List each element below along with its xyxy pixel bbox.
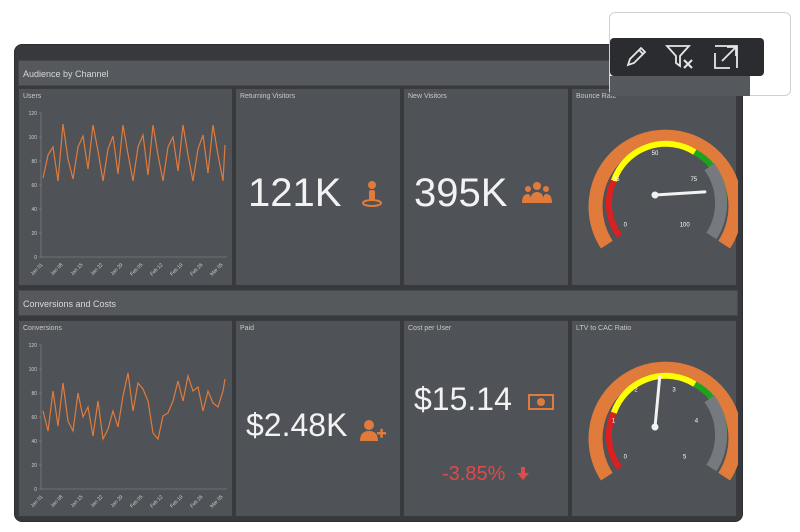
bounce-rate-panel[interactable]: Bounce Rate 0 25 50 75 100 — [571, 88, 738, 286]
conversions-xtick-label: Feb 12 — [149, 494, 164, 509]
ltv-tick-label: 0 — [624, 455, 628, 461]
conversions-panel[interactable]: Conversions 120 100 80 60 40 20 0 Jan 01 Jan 08… — [18, 320, 233, 517]
paid-title: Paid — [240, 325, 255, 332]
add-user-icon — [360, 420, 386, 441]
ltv-tick-label: 1 — [612, 418, 616, 424]
users-ytick-label: 120 — [29, 111, 38, 117]
returning-title: Returning Visitors — [240, 93, 296, 100]
users-xtick-label: Feb 19 — [169, 262, 184, 277]
users-ytick-label: 40 — [31, 207, 37, 213]
pencil-icon — [626, 46, 647, 67]
conversions-xtick-label: Mar 05 — [209, 494, 224, 509]
users-panel[interactable]: Users 120 100 80 60 40 20 0 Jan 01 Jan 08 Jan 15… — [18, 88, 233, 286]
conversions-xtick-label: Jan 15 — [70, 494, 85, 509]
ltv-title: LTV to CAC Ratio — [576, 325, 632, 332]
toolbar-strip — [610, 76, 750, 96]
clear-filter-icon — [665, 45, 693, 69]
users-ytick-label: 100 — [29, 135, 38, 141]
users-ytick-label: 20 — [31, 231, 37, 237]
returning-visitors-panel[interactable]: Returning Visitors 121K — [235, 88, 401, 286]
expand-button[interactable] — [710, 40, 742, 74]
conversions-series-line — [42, 372, 226, 442]
conversions-chart: 120 100 80 60 40 20 0 Jan 01 Jan 08 Jan 15 Jan 22… — [29, 343, 227, 509]
section-header-conversions: Conversions and Costs — [18, 290, 738, 316]
new-visitors-panel[interactable]: New Visitors 395K — [403, 88, 569, 286]
conversions-xtick-label: Feb 26 — [189, 494, 204, 509]
clear-filter-button[interactable] — [664, 40, 696, 74]
ltv-tick-label: 4 — [695, 418, 699, 424]
users-title: Users — [23, 93, 42, 100]
conversions-xtick-label: Jan 01 — [30, 494, 45, 509]
users-xtick-label: Jan 15 — [70, 262, 85, 277]
conversions-ytick-label: 40 — [31, 439, 37, 445]
users-ytick-label: 60 — [31, 183, 37, 189]
users-xtick-label: Jan 01 — [30, 262, 45, 277]
down-arrow-icon — [517, 467, 529, 480]
bounce-needle — [651, 190, 707, 199]
users-series-line — [42, 123, 226, 182]
new-visitors-value: 395K — [414, 171, 508, 215]
ltv-gauge: 0 1 2 3 4 5 — [588, 361, 738, 481]
bounce-title: Bounce Rate — [576, 93, 617, 100]
cost-title: Cost per User — [408, 325, 452, 332]
cost-per-user-panel[interactable]: Cost per User $15.14 -3.85% — [403, 320, 569, 517]
conversions-xtick-label: Jan 08 — [50, 494, 65, 509]
ltv-panel[interactable]: LTV to CAC Ratio 0 1 2 3 4 5 — [571, 320, 738, 517]
conversions-xtick-label: Feb 05 — [129, 494, 144, 509]
edit-button[interactable] — [620, 40, 652, 74]
conversions-ytick-label: 80 — [31, 391, 37, 397]
cost-delta: -3.85% — [442, 463, 506, 485]
conversions-ytick-label: 0 — [34, 487, 37, 493]
conversions-ytick-label: 100 — [29, 367, 38, 373]
conversions-xtick-label: Jan 29 — [110, 494, 125, 509]
money-icon — [528, 394, 554, 410]
ltv-tick-label: 5 — [683, 455, 687, 461]
users-xtick-label: Feb 12 — [149, 262, 164, 277]
users-xtick-label: Jan 29 — [110, 262, 125, 277]
ltv-tick-label: 3 — [672, 388, 676, 394]
conversions-xtick-label: Feb 19 — [169, 494, 184, 509]
group-icon — [522, 182, 552, 203]
users-chart: 120 100 80 60 40 20 0 Jan 01 Jan 08 Jan 15 Jan 22… — [29, 111, 227, 277]
users-xtick-label: Feb 26 — [189, 262, 204, 277]
expand-icon — [714, 45, 738, 69]
users-ytick-label: 0 — [34, 255, 37, 261]
users-ytick-label: 80 — [31, 159, 37, 165]
conversions-title: Conversions — [23, 325, 62, 332]
users-xtick-label: Jan 08 — [50, 262, 65, 277]
bounce-gauge: 0 25 50 75 100 — [588, 129, 738, 249]
bounce-tick-label: 25 — [613, 177, 620, 183]
ltv-needle — [651, 375, 662, 431]
conversions-ytick-label: 120 — [29, 343, 38, 349]
users-xtick-label: Mar 05 — [209, 262, 224, 277]
bounce-tick-label: 75 — [690, 177, 697, 183]
returning-value: 121K — [248, 171, 342, 215]
bounce-tick-label: 50 — [652, 151, 659, 157]
cost-value: $15.14 — [414, 381, 512, 417]
bounce-tick-label: 100 — [680, 223, 691, 229]
paid-panel[interactable]: Paid $2.48K — [235, 320, 401, 517]
conversions-ytick-label: 60 — [31, 415, 37, 421]
conversions-ytick-label: 20 — [31, 463, 37, 469]
users-xtick-label: Feb 05 — [129, 262, 144, 277]
bounce-tick-label: 0 — [624, 223, 628, 229]
paid-value: $2.48K — [246, 407, 348, 443]
users-xtick-label: Jan 22 — [90, 262, 105, 277]
new-visitors-title: New Visitors — [408, 93, 447, 100]
conversions-xtick-label: Jan 22 — [90, 494, 105, 509]
person-pin-icon — [362, 181, 382, 207]
toolbar — [610, 38, 764, 76]
ltv-tick-label: 2 — [634, 388, 638, 394]
